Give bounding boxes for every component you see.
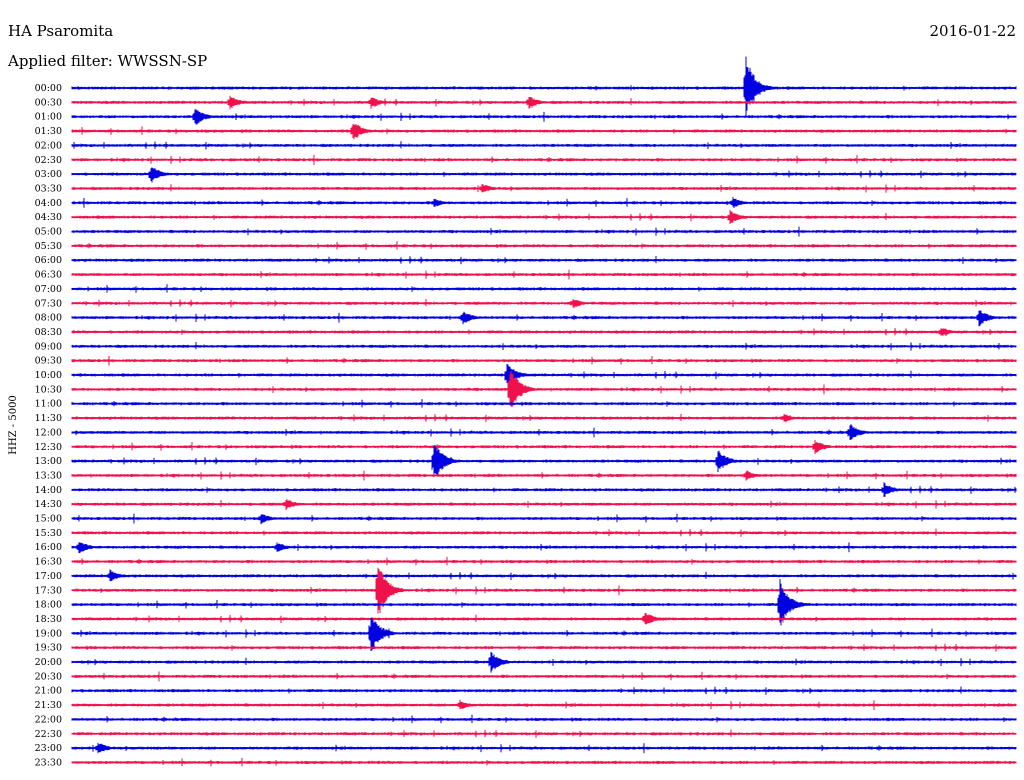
station-title: HA Psaromita	[8, 22, 113, 40]
time-tick-label: 00:30	[35, 97, 62, 108]
time-tick-label: 09:30	[35, 356, 62, 367]
time-tick-label: 12:00	[35, 427, 62, 438]
time-tick-label: 03:30	[35, 183, 62, 194]
time-tick-label: 20:30	[35, 671, 62, 682]
time-tick-label: 23:00	[35, 743, 62, 754]
time-tick-label: 18:30	[35, 614, 62, 625]
time-tick-label: 02:30	[35, 155, 62, 166]
time-tick-label: 17:00	[35, 571, 62, 582]
seismic-traces	[71, 56, 1017, 767]
time-tick-label: 15:30	[35, 528, 62, 539]
time-tick-label: 22:30	[35, 729, 62, 740]
time-tick-labels: 00:00 00:30 01:00 01:30 02:00 02:30 03:00 03:30…	[35, 83, 62, 768]
time-tick-label: 22:00	[35, 714, 62, 725]
time-tick-label: 04:30	[35, 212, 62, 223]
time-tick-label: 16:30	[35, 557, 62, 568]
time-tick-label: 08:00	[35, 313, 62, 324]
time-tick-label: 13:00	[35, 456, 62, 467]
time-tick-label: 16:00	[35, 542, 62, 553]
time-tick-label: 06:00	[35, 255, 62, 266]
time-tick-label: 19:00	[35, 628, 62, 639]
date-label: 2016-01-22	[930, 22, 1016, 40]
time-tick-label: 00:00	[35, 83, 62, 94]
time-tick-label: 07:30	[35, 298, 62, 309]
time-tick-label: 01:30	[35, 126, 62, 137]
time-tick-label: 23:30	[35, 757, 62, 768]
y-axis-label: HHZ - 5000	[8, 395, 19, 455]
time-tick-label: 18:00	[35, 600, 62, 611]
time-tick-label: 11:00	[35, 399, 62, 410]
time-tick-label: 01:00	[35, 112, 62, 123]
filter-label: Applied filter: WWSSN-SP	[7, 52, 207, 70]
time-tick-label: 14:00	[35, 485, 62, 496]
trace-row	[71, 618, 1017, 651]
time-tick-label: 14:30	[35, 499, 62, 510]
time-tick-label: 06:30	[35, 270, 62, 281]
time-tick-label: 08:30	[35, 327, 62, 338]
time-tick-label: 09:00	[35, 341, 62, 352]
time-tick-label: 19:30	[35, 643, 62, 654]
time-tick-label: 21:00	[35, 686, 62, 697]
time-tick-label: 10:30	[35, 384, 62, 395]
time-tick-label: 07:00	[35, 284, 62, 295]
time-tick-label: 17:30	[35, 585, 62, 596]
time-tick-label: 11:30	[35, 413, 62, 424]
time-tick-label: 20:00	[35, 657, 62, 668]
time-tick-label: 05:30	[35, 241, 62, 252]
time-tick-label: 03:00	[35, 169, 62, 180]
time-tick-label: 12:30	[35, 442, 62, 453]
time-tick-label: 21:30	[35, 700, 62, 711]
time-tick-label: 02:00	[35, 140, 62, 151]
time-tick-label: 10:00	[35, 370, 62, 381]
trace-row	[71, 167, 1017, 183]
time-tick-label: 15:00	[35, 514, 62, 525]
time-tick-label: 04:00	[35, 198, 62, 209]
time-tick-label: 13:30	[35, 470, 62, 481]
time-tick-label: 05:00	[35, 227, 62, 238]
trace-row	[71, 56, 1017, 118]
